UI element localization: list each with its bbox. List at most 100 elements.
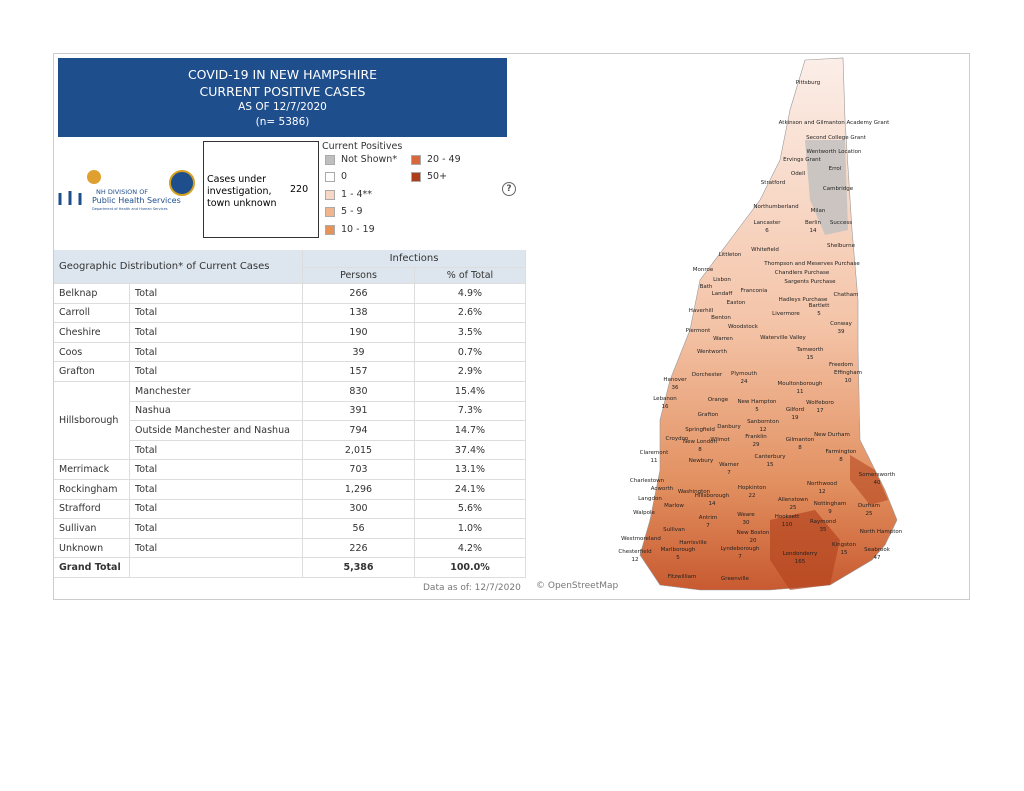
town-name: Monroe [693, 267, 714, 273]
percent: 4.2% [415, 538, 526, 559]
legend-label: 50+ [427, 171, 448, 182]
help-icon[interactable]: ? [502, 182, 516, 196]
legend-title: Current Positives [322, 141, 403, 152]
town-name: Greenville [721, 576, 749, 582]
town-name: Lebanon [653, 396, 677, 402]
group: Manchester [130, 382, 303, 402]
town-cases: 5 [676, 555, 680, 561]
town-name: Littleton [719, 252, 742, 258]
persons: 5,386 [303, 558, 415, 578]
percent: 5.6% [415, 499, 526, 520]
town-cases: 10 [845, 378, 852, 384]
town-name: Chandlers Purchase [775, 270, 830, 276]
town-name: Wolfeboro [806, 400, 834, 406]
as-of: AS OF 12/7/2020 [238, 101, 327, 113]
legend-swatch [325, 207, 335, 217]
town-name: Dorchester [692, 372, 723, 378]
town-cases: 11 [651, 458, 658, 464]
town-name: Tamworth [796, 347, 824, 353]
persons: 226 [303, 538, 415, 559]
column-header: Persons [303, 268, 415, 284]
logo-line: Public Health Services [92, 196, 181, 205]
town-name: Seabrook [864, 547, 891, 553]
town-name: Antrim [699, 515, 718, 521]
persons: 138 [303, 303, 415, 324]
town-name: Newbury [689, 458, 714, 464]
town-name: Northumberland [753, 204, 798, 210]
town-name: Springfield [685, 427, 715, 433]
town-name: Croydon [666, 436, 689, 442]
town-name: Second College Grant [806, 135, 867, 141]
region-shade [850, 455, 888, 505]
percent: 24.1% [415, 480, 526, 500]
persons: 2,015 [303, 440, 415, 461]
town-name: Orange [708, 397, 729, 403]
town-cases: 5 [755, 407, 759, 413]
legend-label: 10 - 19 [341, 224, 375, 235]
town-name: Landaff [712, 291, 733, 297]
town-cases: 15 [841, 550, 848, 556]
town-name: Langdon [638, 496, 662, 502]
persons: 703 [303, 460, 415, 480]
town-name: Wilmot [710, 437, 730, 443]
column-header: % of Total [415, 268, 526, 284]
town-cases: 16 [662, 404, 669, 410]
town-name: Lyndeborough [721, 546, 761, 552]
percent: 0.7% [415, 342, 526, 363]
legend-label: 1 - 4** [341, 189, 373, 200]
town-name: Durham [858, 503, 880, 509]
region: Grand Total [54, 558, 130, 578]
town-name: Northwood [807, 481, 837, 487]
region: Unknown [54, 538, 130, 559]
town-cases: 47 [874, 555, 881, 561]
town-cases: 29 [753, 442, 760, 448]
town-cases: 35 [820, 527, 827, 533]
percent: 7.3% [415, 401, 526, 422]
region-shade [805, 140, 848, 235]
town-name: Walpole [633, 510, 655, 516]
town-name: Milan [811, 208, 826, 214]
legend-swatch [411, 172, 421, 182]
town-name: Berlin [805, 220, 821, 226]
town-name: Hillsborough [695, 493, 730, 499]
town-name: Chesterfield [618, 549, 651, 555]
town-name: Hopkinton [738, 485, 767, 491]
town-cases: 12 [632, 557, 639, 563]
investigation-value: 220 [290, 184, 309, 195]
region-shade [770, 510, 840, 590]
town-name: Danbury [717, 424, 741, 430]
region: Grafton [54, 362, 130, 382]
town-name: Raymond [810, 519, 836, 525]
group: Total [130, 323, 303, 343]
region: Cheshire [54, 323, 130, 343]
persons: 300 [303, 499, 415, 520]
percent: 14.7% [415, 421, 526, 441]
town-name: Hooksett [775, 514, 800, 520]
town-name: Canterbury [755, 454, 787, 460]
town-name: Londonderry [783, 551, 818, 557]
town-name: Warren [713, 336, 733, 342]
legend-swatch [411, 155, 421, 165]
town-name: Odell [791, 171, 806, 177]
town-cases: 12 [760, 427, 767, 433]
group: Total [130, 480, 303, 500]
logo-line: NH DIVISION OF [96, 188, 148, 196]
persons: 266 [303, 284, 415, 304]
town-name: Success [830, 220, 852, 226]
town-name: Bath [700, 284, 713, 290]
town-name: Allenstown [778, 497, 809, 503]
group: Total [130, 538, 303, 559]
town-name: Waterville Valley [760, 335, 806, 341]
region: Belknap [54, 284, 130, 304]
town-name: Gilmanton [786, 437, 815, 443]
legend-swatch [325, 155, 335, 165]
region: Sullivan [54, 519, 130, 539]
town-cases: 30 [743, 520, 750, 526]
region: Carroll [54, 303, 130, 324]
town-name: North Hampton [860, 529, 903, 535]
town-name: Easton [727, 300, 746, 306]
town-cases: 5 [817, 311, 821, 317]
town-cases: 9 [828, 509, 832, 515]
region: Strafford [54, 499, 130, 520]
